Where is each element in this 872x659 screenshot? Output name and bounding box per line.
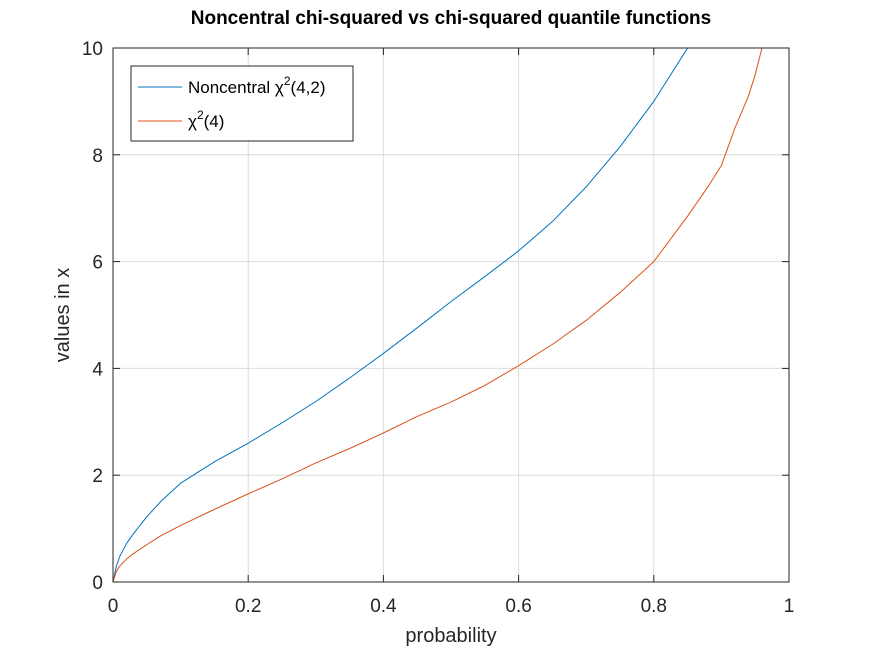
y-axis-label: values in x bbox=[52, 268, 74, 363]
y-tick-label: 0 bbox=[92, 573, 103, 594]
legend: Noncentral χ2(4,2) χ2(4) bbox=[130, 65, 354, 142]
series-line-central bbox=[113, 48, 763, 582]
axes-box bbox=[112, 47, 790, 583]
series-line-noncentral bbox=[113, 48, 689, 582]
legend-label-noncentral-suffix: (4,2) bbox=[291, 78, 326, 97]
legend-label-noncentral-sup: 2 bbox=[284, 74, 291, 88]
legend-label-central-base: χ bbox=[188, 112, 197, 131]
legend-box bbox=[130, 65, 354, 142]
x-tick-label: 0.2 bbox=[235, 596, 261, 617]
x-tick-label: 0.6 bbox=[505, 596, 531, 617]
legend-label-central: χ2(4) bbox=[188, 108, 224, 131]
y-tick-label: 10 bbox=[82, 39, 103, 60]
legend-label-noncentral-base: Noncentral χ bbox=[188, 78, 284, 97]
legend-label-central-suffix: (4) bbox=[204, 112, 225, 131]
chart-title: Noncentral chi-squared vs chi-squared qu… bbox=[191, 8, 711, 29]
y-tick-label: 2 bbox=[92, 466, 103, 487]
grid-layer bbox=[113, 48, 789, 582]
legend-label-noncentral: Noncentral χ2(4,2) bbox=[188, 74, 326, 97]
x-tick-label: 0.4 bbox=[370, 596, 397, 617]
y-tick-label: 6 bbox=[92, 253, 103, 274]
series-layer bbox=[113, 48, 763, 582]
x-tick-label: 0 bbox=[108, 596, 119, 617]
y-tick-label: 4 bbox=[92, 359, 103, 380]
legend-label-central-sup: 2 bbox=[197, 108, 204, 122]
x-tick-label: 1 bbox=[784, 596, 795, 617]
x-axis-label: probability bbox=[405, 625, 496, 647]
x-tick-label: 0.8 bbox=[641, 596, 667, 617]
y-tick-label: 8 bbox=[92, 146, 103, 167]
